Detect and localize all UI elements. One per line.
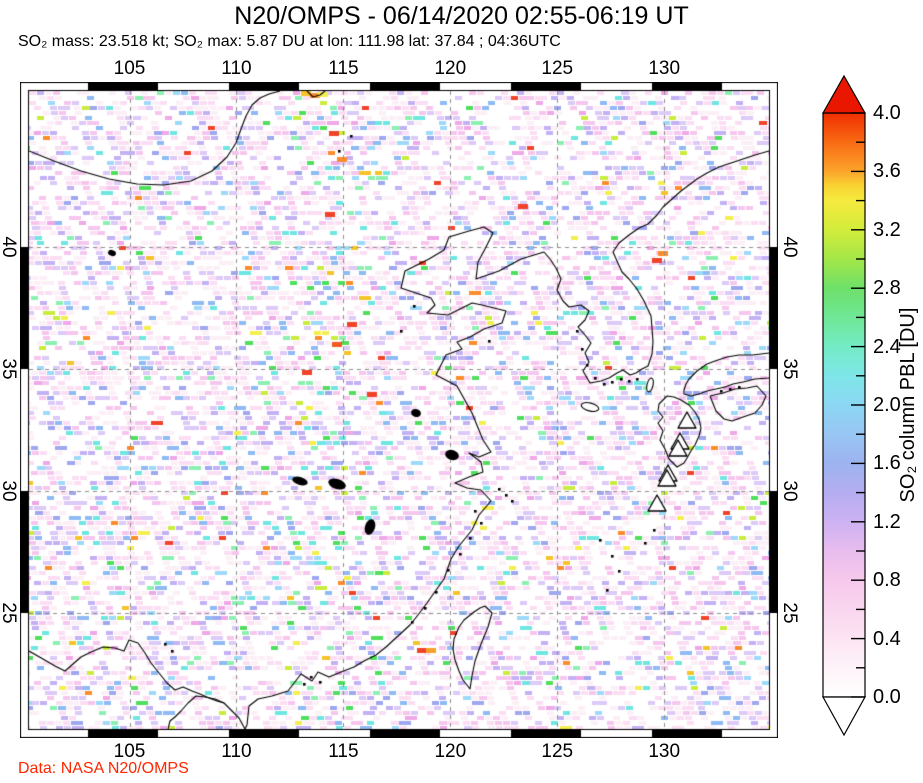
colorbar-label-2.0: 2.0: [873, 394, 901, 416]
lat-tick-right-30: 30: [779, 480, 800, 502]
lon-tick-top-105: 105: [113, 58, 146, 79]
lon-tick-bottom-110: 110: [221, 741, 252, 762]
lon-tick-top-110: 110: [221, 58, 252, 79]
colorbar-under-arrow-icon: [821, 696, 867, 737]
colorbar-label-0.0: 0.0: [873, 686, 901, 708]
colorbar-label-1.6: 1.6: [873, 452, 901, 475]
lat-tick-left-30: 30: [0, 480, 19, 502]
figure-title: N20/OMPS - 06/14/2020 02:55-06:19 UT: [234, 2, 689, 30]
colorbar-label-4.0: 4.0: [873, 102, 901, 124]
lat-tick-right-40: 40: [779, 236, 800, 258]
credit-text: Data: NASA N20/OMPS: [18, 760, 189, 777]
lon-tick-bottom-115: 115: [328, 741, 359, 762]
colorbar-label-3.6: 3.6: [873, 160, 901, 183]
colorbar: 0.0 0.4 0.8 1.2 1.6 2.0 2.4 2.8 3.2 3.6 4.0 SO₂ co…: [795, 60, 923, 770]
lat-tick-left-25: 25: [0, 602, 19, 624]
lat-tick-left-40: 40: [0, 236, 19, 258]
lat-tick-left-35: 35: [0, 358, 19, 380]
lon-tick-top-120: 120: [434, 58, 467, 79]
colorbar-label-1.2: 1.2: [873, 510, 901, 533]
lon-tick-top-130: 130: [648, 58, 681, 79]
colorbar-title: SO₂ column PBL [DU]: [897, 307, 919, 503]
colorbar-label-2.8: 2.8: [873, 277, 901, 300]
colorbar-label-2.4: 2.4: [873, 335, 901, 358]
lon-tick-top-125: 125: [541, 58, 574, 79]
colorbar-gradient: [821, 74, 867, 737]
lat-tick-right-25: 25: [779, 602, 800, 624]
lon-tick-bottom-125: 125: [541, 741, 574, 762]
colorbar-over-arrow-icon: [821, 74, 867, 114]
lon-tick-bottom-105: 105: [113, 741, 146, 762]
colorbar-label-0.4: 0.4: [873, 627, 901, 650]
colorbar-label-3.2: 3.2: [873, 218, 901, 241]
lon-tick-bottom-130: 130: [648, 741, 681, 762]
lon-tick-top-115: 115: [328, 58, 359, 79]
lat-tick-right-35: 35: [779, 358, 800, 380]
figure-subtitle: SO₂ mass: 23.518 kt; SO₂ max: 5.87 DU at…: [18, 33, 561, 50]
colorbar-label-0.8: 0.8: [873, 569, 901, 592]
map-canvas: [20, 82, 778, 738]
lon-tick-bottom-120: 120: [434, 741, 467, 762]
